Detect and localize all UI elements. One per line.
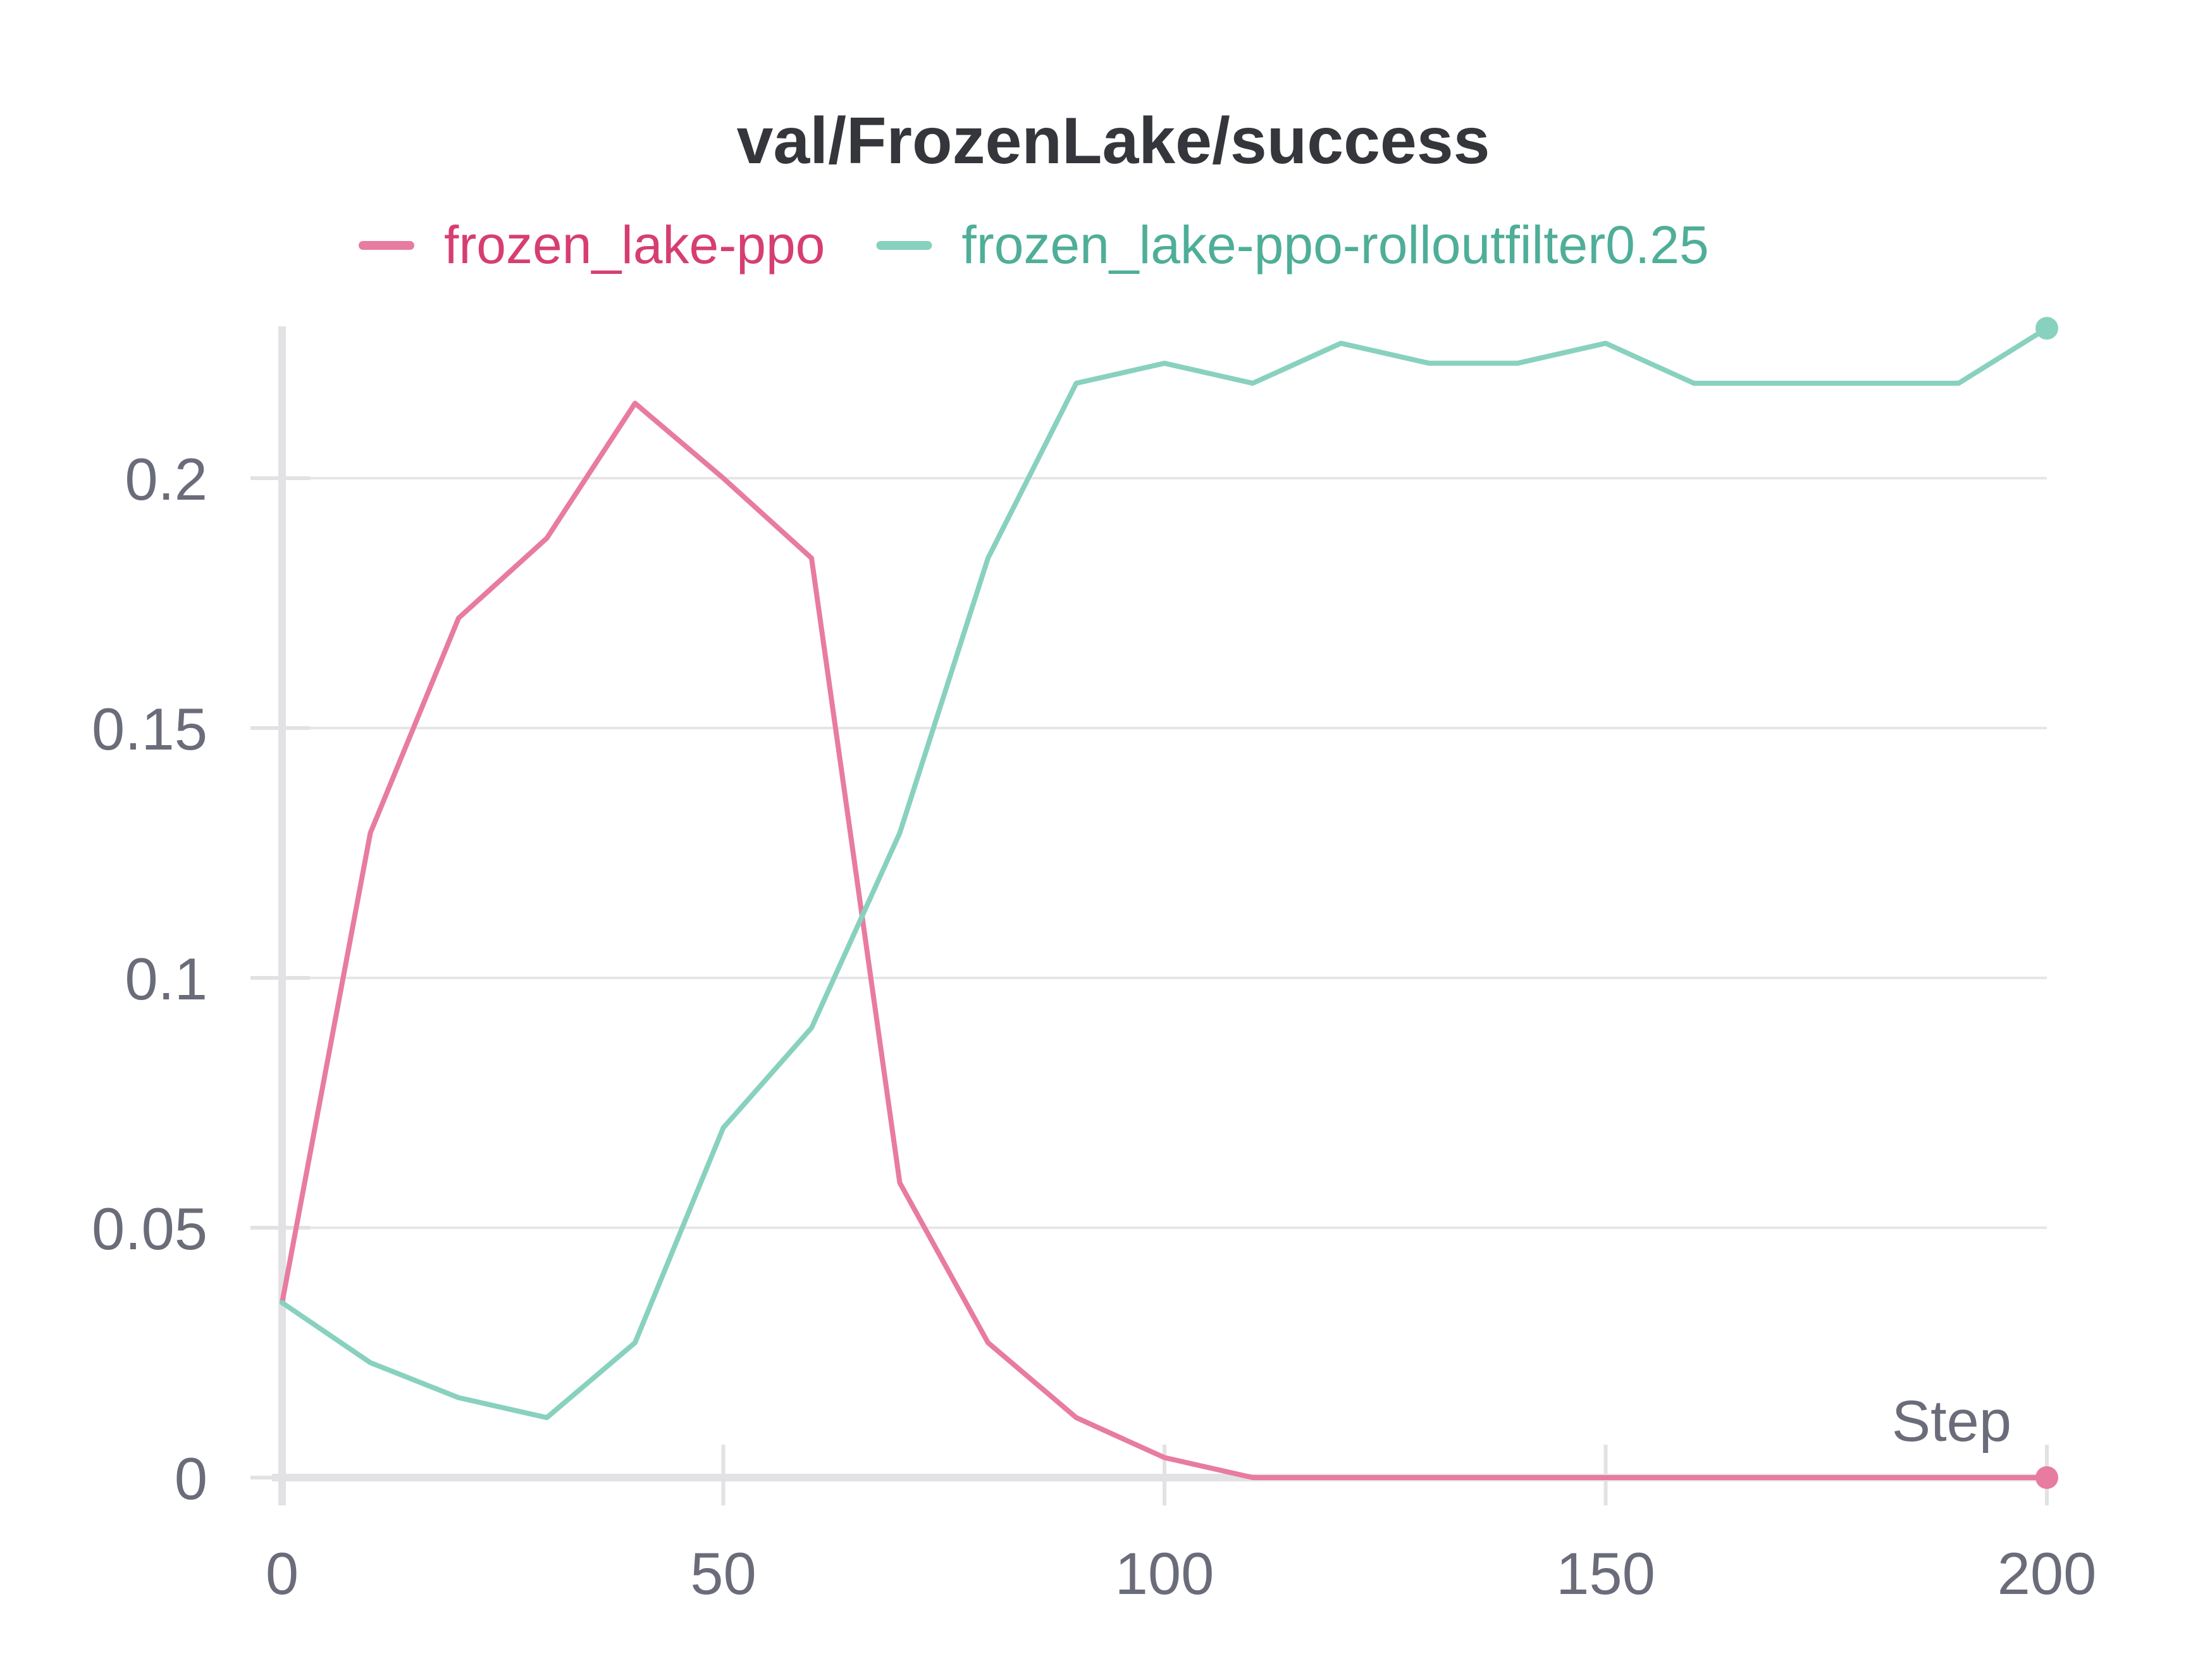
axes [272,326,2047,1505]
x-tick-label-100: 100 [1115,1540,1214,1607]
x-tick-label-50: 50 [690,1540,756,1607]
x-tick-label-0: 0 [266,1540,299,1607]
series-lines [280,317,2058,1489]
y-tick-label-0.2: 0.2 [125,446,207,512]
series-endpoint-2 [2035,317,2058,340]
y-axis-ticks: 0 0.05 0.1 0.15 0.2 [92,446,310,1512]
x-tick-label-150: 150 [1556,1540,1655,1607]
y-tick-label-0.05: 0.05 [92,1195,207,1262]
x-tick-label-200: 200 [1998,1540,2097,1607]
y-tick-label-0.1: 0.1 [125,946,207,1012]
series-endpoint-1 [2035,1466,2058,1489]
legend-label-1: frozen_lake-ppo [444,215,825,275]
series-line-2 [280,326,2049,1421]
y-tick-label-0.15: 0.15 [92,696,207,762]
y-tick-label-0: 0 [175,1445,207,1512]
gridlines [282,477,2047,1229]
x-axis-ticks: 0 50 100 150 200 [266,1445,2097,1607]
chart-title: val/FrozenLake/success [737,104,1490,178]
legend-label-2: frozen_lake-ppo-rolloutfilter0.25 [961,215,1708,275]
legend: frozen_lake-ppo frozen_lake-ppo-rolloutfi… [359,215,1709,275]
x-axis-label: Step [1892,1389,2011,1454]
series-line-1 [280,400,2049,1480]
